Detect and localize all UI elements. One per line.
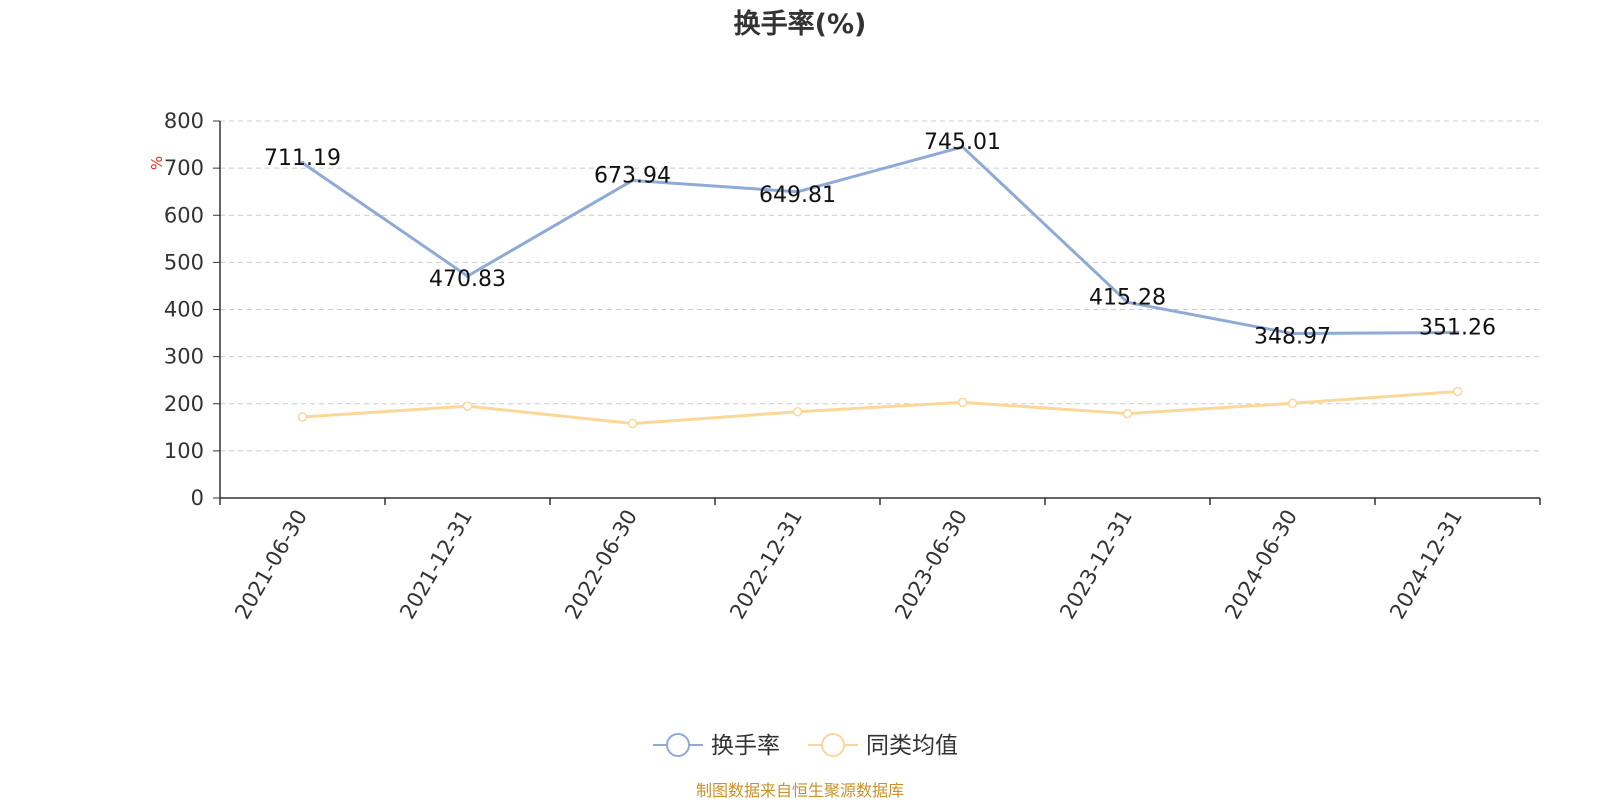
legend-label: 换手率: [711, 733, 780, 759]
data-point-peer-average[interactable]: [792, 407, 803, 417]
series-lines: [297, 144, 1463, 429]
y-tick-label: 800: [164, 109, 204, 133]
data-point-peer-average[interactable]: [1452, 386, 1463, 397]
data-point-turnover[interactable]: [960, 144, 965, 149]
data-label: 470.83: [429, 267, 506, 292]
y-tick-label: 300: [164, 345, 204, 369]
x-tick-label: 2023-06-30: [890, 506, 972, 624]
legend[interactable]: 换手率 同类均值: [653, 733, 958, 759]
data-label: 673.94: [594, 163, 671, 188]
data-point-turnover[interactable]: [1455, 330, 1460, 335]
y-tick-label: 100: [164, 439, 204, 463]
data-point-peer-average[interactable]: [627, 418, 638, 429]
y-tick-label: 200: [164, 392, 204, 416]
grid-lines: [220, 120, 1540, 452]
legend-marker-icon: [666, 733, 690, 757]
x-tick-label: 2021-12-31: [395, 506, 477, 624]
x-tick-label: 2024-06-30: [1220, 506, 1302, 624]
data-label: 351.26: [1419, 315, 1496, 340]
series-line-peer-average: [301, 389, 1459, 426]
data-label: 415.28: [1089, 285, 1166, 310]
x-tick-label: 2022-12-31: [725, 506, 807, 624]
axes: 0 100 200 300 400 500 600 700 800 2021-06-30 2021-…: [164, 109, 1541, 624]
legend-item-turnover[interactable]: 换手率: [653, 733, 780, 759]
y-tick-label: 500: [164, 250, 204, 274]
data-label: 348.97: [1254, 325, 1331, 350]
chart-title: 换手率(%): [734, 8, 867, 40]
legend-label: 同类均值: [866, 733, 958, 759]
data-point-turnover[interactable]: [300, 160, 305, 165]
y-tick-label: 700: [164, 156, 204, 180]
y-tick-label: 0: [191, 486, 204, 510]
y-axis-unit-label: %: [148, 156, 166, 170]
data-label: 649.81: [759, 183, 836, 208]
x-tick-label: 2023-12-31: [1055, 506, 1137, 624]
legend-item-peer-average[interactable]: 同类均值: [808, 733, 958, 759]
data-labels: 711.19 470.83 673.94 649.81 745.01 415.28 348.…: [264, 130, 1496, 350]
data-point-peer-average[interactable]: [462, 401, 473, 411]
series-line-turnover: [301, 145, 1459, 336]
data-point-turnover[interactable]: [465, 274, 470, 279]
data-point-peer-average[interactable]: [1122, 408, 1133, 419]
data-point-turnover[interactable]: [795, 189, 800, 194]
data-label: 745.01: [924, 130, 1001, 155]
x-tick-label: 2021-06-30: [230, 506, 312, 624]
data-label: 711.19: [264, 146, 341, 171]
data-point-turnover[interactable]: [1125, 300, 1130, 305]
data-point-turnover[interactable]: [630, 178, 635, 183]
legend-marker-icon: [821, 733, 845, 757]
data-point-turnover[interactable]: [1290, 331, 1295, 336]
x-tick-label: 2024-12-31: [1385, 506, 1467, 624]
y-tick-label: 600: [164, 203, 204, 227]
source-note: 制图数据来自恒生聚源数据库: [696, 781, 904, 800]
x-tick-label: 2022-06-30: [560, 506, 642, 624]
y-tick-label: 400: [164, 298, 204, 322]
data-point-peer-average[interactable]: [957, 397, 968, 408]
data-point-peer-average[interactable]: [1287, 398, 1298, 409]
data-point-peer-average[interactable]: [297, 412, 308, 422]
